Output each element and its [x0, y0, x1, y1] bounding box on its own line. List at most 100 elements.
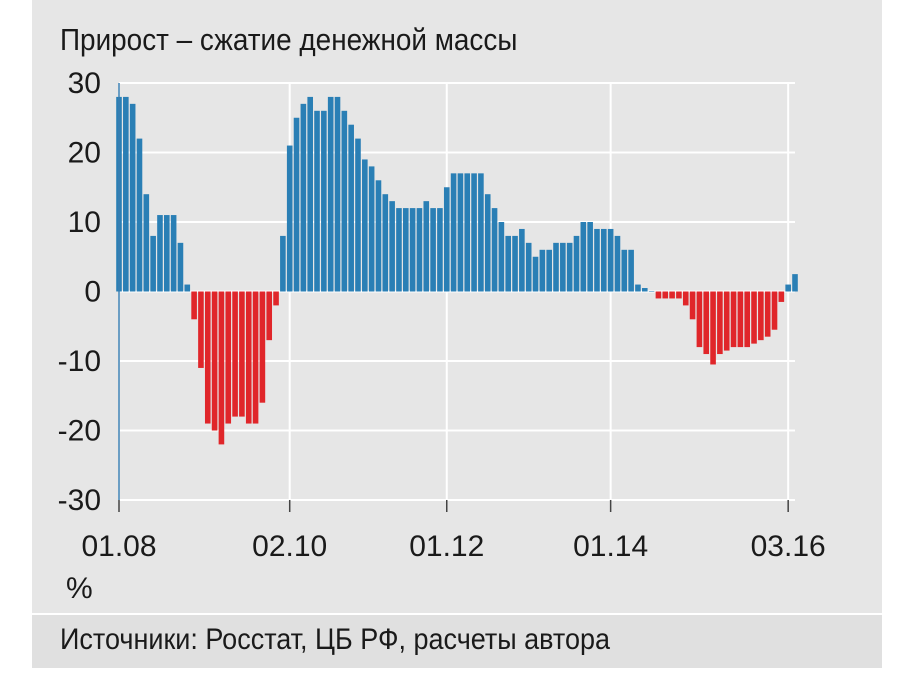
axes [118, 83, 789, 512]
bar [184, 284, 191, 292]
bar [744, 291, 751, 348]
bar [163, 215, 170, 292]
bar [621, 249, 628, 292]
bar [341, 110, 348, 292]
y-tick-label: 0 [84, 276, 101, 309]
bar [273, 291, 279, 306]
bar [327, 96, 334, 292]
bar [717, 291, 723, 355]
bar [396, 208, 402, 292]
x-tick-label: 02.10 [252, 530, 327, 563]
tick-labels: 30 20 10 0 -10 -20 -30 01.08 02.10 01.12 01.14 03.1… [58, 67, 826, 563]
y-tick-label: 10 [68, 206, 101, 239]
y-tick-label: -20 [58, 415, 101, 448]
source-text: Источники: Росстат, ЦБ РФ, расчеты автор… [60, 623, 611, 656]
bars [116, 96, 798, 445]
bar [245, 291, 252, 424]
bar [300, 103, 307, 292]
bar [334, 96, 341, 292]
bar [252, 291, 259, 424]
bar [280, 235, 286, 292]
bar [314, 110, 320, 292]
bar [259, 291, 266, 403]
bar [635, 284, 641, 292]
bar [669, 291, 675, 299]
bar [239, 291, 245, 417]
bar [430, 208, 436, 292]
bar [498, 222, 505, 292]
bar [594, 228, 600, 292]
bar [532, 256, 539, 292]
bar [225, 291, 232, 424]
x-tick-label: 03.16 [751, 530, 826, 563]
bar [437, 208, 443, 292]
bar [443, 187, 450, 292]
bar [402, 208, 409, 292]
bar [785, 284, 791, 292]
bar [362, 159, 368, 292]
bar [723, 291, 730, 351]
bar [648, 291, 655, 292]
bar [170, 215, 177, 292]
bar [737, 291, 744, 348]
bar [348, 124, 354, 292]
source-footer [32, 615, 882, 668]
bar [546, 249, 552, 292]
bar [566, 242, 573, 292]
bar [689, 291, 696, 320]
bar [587, 222, 593, 292]
bar [177, 242, 184, 292]
bar [375, 180, 382, 292]
x-tick-label: 01.12 [409, 530, 484, 563]
bar [601, 228, 607, 292]
bar [321, 110, 327, 292]
bar [464, 173, 471, 292]
bar [539, 249, 546, 292]
bar [136, 138, 143, 292]
bar [628, 249, 634, 292]
bar [580, 222, 587, 292]
bar [607, 228, 614, 292]
bar [266, 291, 273, 341]
x-tick-label: 01.08 [81, 530, 156, 563]
y-tick-label: 30 [68, 67, 101, 100]
bar [484, 194, 491, 292]
bar [505, 235, 512, 292]
bar [682, 291, 689, 306]
y-unit-label: % [66, 572, 93, 605]
bar [519, 228, 525, 292]
bar [560, 242, 566, 292]
bar [771, 291, 778, 330]
bar [676, 291, 682, 299]
x-tick-label: 01.14 [573, 530, 648, 563]
bar [655, 291, 662, 299]
bar [512, 235, 518, 292]
bar [778, 291, 785, 302]
bar [792, 274, 798, 292]
bar [525, 242, 532, 292]
bar [409, 208, 416, 292]
bar [751, 291, 757, 344]
bar [457, 173, 464, 292]
bar [123, 96, 129, 292]
bar [423, 201, 430, 292]
bar [389, 201, 395, 292]
bar [416, 208, 423, 292]
bar [198, 291, 204, 368]
y-tick-label: 20 [68, 137, 101, 170]
bar [641, 288, 648, 292]
bar [293, 117, 300, 292]
bar [382, 194, 389, 292]
bar [471, 173, 477, 292]
bar [491, 208, 498, 292]
bar [232, 291, 238, 417]
bar [662, 291, 669, 299]
y-tick-label: -10 [58, 345, 101, 378]
bar [573, 235, 580, 292]
bar [764, 291, 771, 337]
bar [703, 291, 710, 355]
bar [730, 291, 737, 348]
bar [204, 291, 211, 424]
bar [614, 235, 621, 292]
bar [355, 138, 361, 292]
